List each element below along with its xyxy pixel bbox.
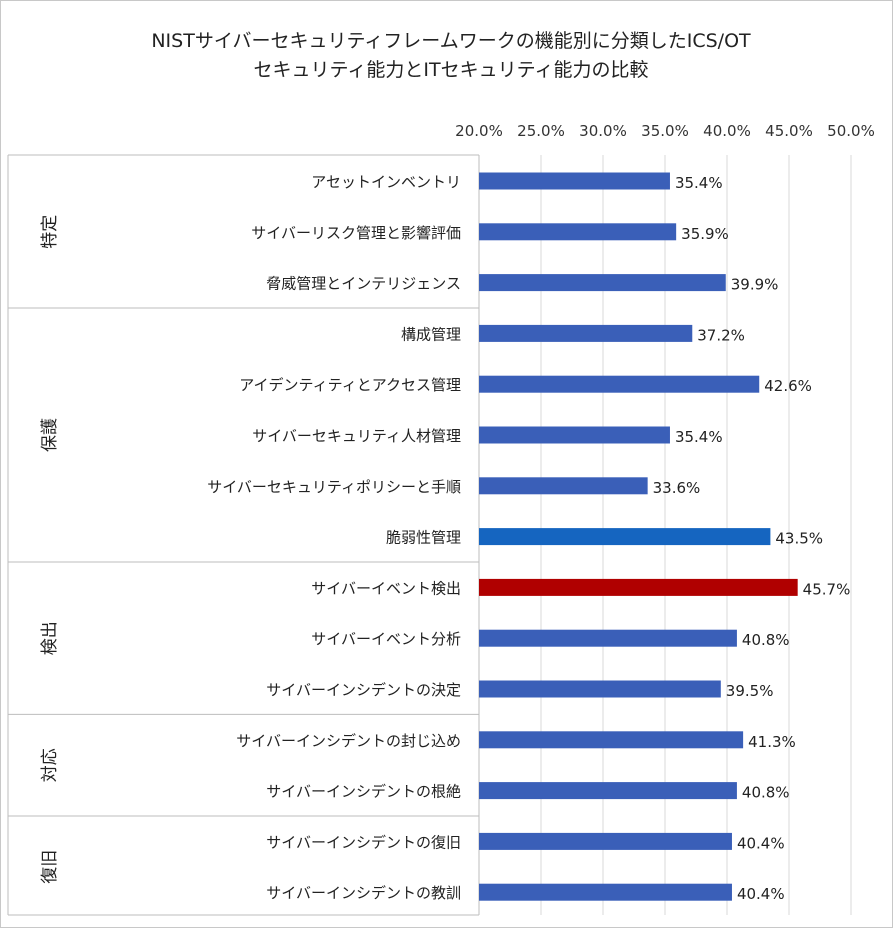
bar [479, 274, 726, 292]
category-label: アイデンティティとアクセス管理 [239, 376, 461, 394]
bar [479, 680, 721, 698]
category-label: 脅威管理とインテリジェンス [266, 275, 461, 293]
bar [479, 375, 760, 393]
bar [479, 426, 670, 444]
chart-title: NISTサイバーセキュリティフレームワークの機能別に分類したICS/OT セキュリ… [151, 30, 751, 81]
data-label: 40.8% [742, 784, 790, 802]
category-label: 脆弱性管理 [386, 529, 461, 547]
bar [479, 477, 648, 495]
data-label: 45.7% [803, 580, 851, 598]
data-label: 39.9% [731, 276, 779, 294]
category-label: サイバーインシデントの封じ込め [236, 732, 461, 750]
x-tick-label: 25.0% [517, 122, 565, 140]
group-label: 検出 [40, 621, 60, 655]
data-label: 37.2% [697, 326, 745, 344]
bar [479, 883, 732, 901]
data-label: 40.4% [737, 834, 785, 852]
category-label: サイバーインシデントの復旧 [266, 833, 461, 851]
x-tick-label: 45.0% [765, 122, 813, 140]
x-tick-label: 20.0% [455, 122, 503, 140]
bar [479, 172, 670, 190]
group-label: 対応 [40, 748, 60, 782]
x-tick-label: 50.0% [827, 122, 875, 140]
group-label: 復旧 [40, 850, 60, 884]
data-label: 39.5% [726, 682, 774, 700]
bar [479, 832, 732, 850]
x-tick-label: 40.0% [703, 122, 751, 140]
bar [479, 223, 677, 241]
group-label: 特定 [40, 215, 60, 249]
data-label: 41.3% [748, 733, 796, 751]
value-labels: 35.4% 35.9% 39.9% 37.2% 42.6% 35.4% 33.6% 43.5%… [653, 174, 851, 903]
category-label: サイバーイベント分析 [311, 630, 461, 648]
data-label: 35.4% [675, 428, 723, 446]
data-label: 33.6% [653, 479, 701, 497]
data-label: 42.6% [764, 377, 812, 395]
category-label: サイバーセキュリティ人材管理 [252, 427, 461, 445]
bar [479, 629, 737, 647]
data-label: 40.8% [742, 631, 790, 649]
bar [479, 782, 737, 800]
category-label: 構成管理 [401, 325, 461, 343]
category-label: サイバーイベント検出 [311, 579, 461, 597]
x-axis-ticks: 20.0% 25.0% 30.0% 35.0% 40.0% 45.0% 50.0% [455, 122, 875, 140]
bar [479, 324, 693, 342]
data-label: 43.5% [775, 530, 823, 548]
bar [479, 578, 798, 596]
category-label: サイバーインシデントの教訓 [266, 884, 461, 902]
bar [479, 731, 744, 749]
category-labels: アセットインベントリサイバーリスク管理と影響評価脅威管理とインテリジェンス構成管… [207, 173, 461, 902]
data-label: 35.9% [681, 225, 729, 243]
chart-title-line-2: セキュリティ能力とITセキュリティ能力の比較 [254, 59, 649, 81]
category-label: サイバーセキュリティポリシーと手順 [207, 478, 461, 496]
group-label: 保護 [40, 418, 60, 452]
category-label: サイバーリスク管理と影響評価 [251, 224, 461, 242]
x-tick-label: 35.0% [641, 122, 689, 140]
category-label: サイバーインシデントの決定 [266, 681, 461, 699]
category-label: アセットインベントリ [311, 173, 461, 191]
data-label: 35.4% [675, 174, 723, 192]
category-label: サイバーインシデントの根絶 [266, 783, 461, 801]
chart-title-line-1: NISTサイバーセキュリティフレームワークの機能別に分類したICS/OT [151, 30, 751, 52]
data-label: 40.4% [737, 885, 785, 903]
x-tick-label: 30.0% [579, 122, 627, 140]
bars [479, 172, 798, 901]
group-separators [7, 154, 479, 916]
bar [479, 528, 771, 546]
